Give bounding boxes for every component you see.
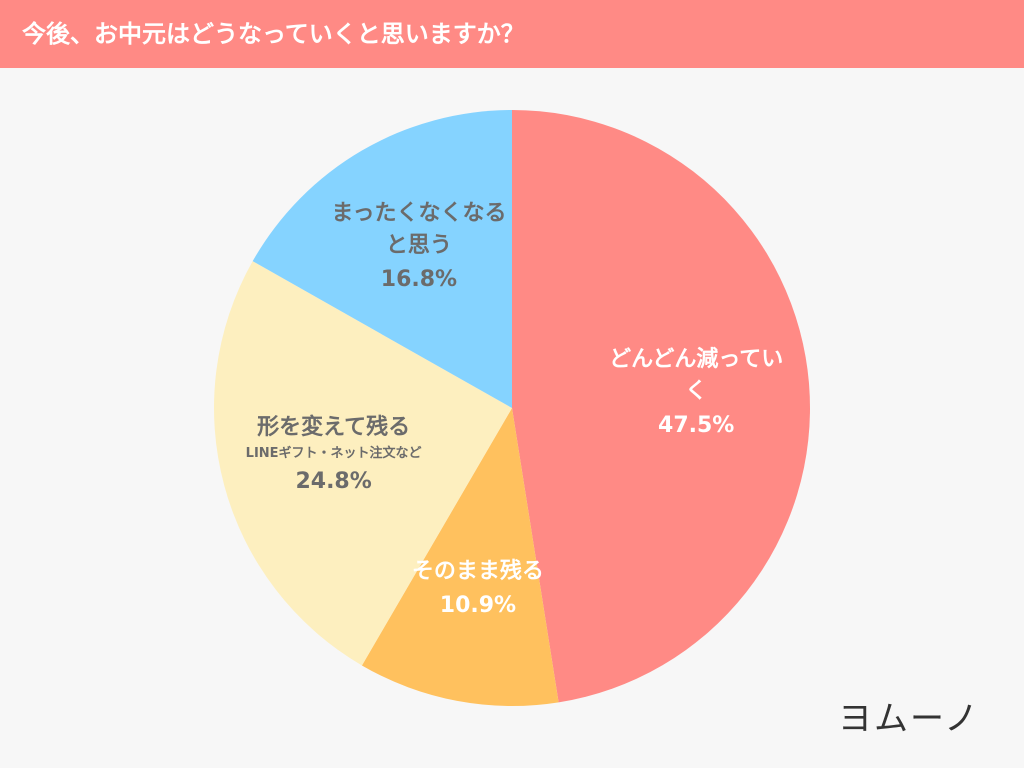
slice-label: まったくなくなると思う 16.8%: [324, 198, 514, 298]
category-label: 形を変えて残る: [257, 415, 411, 441]
value-label: 10.9%: [439, 592, 517, 618]
slice-label: 形を変えて残る LINEギフト・ネット注文など 24.8%: [239, 412, 429, 500]
category-note: LINEギフト・ネット注文など: [245, 446, 422, 462]
pie-slice: [512, 110, 810, 703]
category-label: まったくなくなると思う: [331, 201, 507, 259]
logo: ヨムーノ: [838, 699, 980, 739]
chart-title: 今後、お中元はどうなっていくと思いますか？: [0, 0, 1024, 68]
category-label: どんどん減っていく: [609, 346, 784, 404]
slice-label: どんどん減っていく 47.5%: [601, 344, 791, 444]
value-label: 47.5%: [658, 412, 735, 438]
category-label: そのまま残る: [411, 558, 544, 584]
value-label: 16.8%: [380, 267, 458, 293]
pie-slice: [361, 408, 559, 706]
value-label: 24.8%: [295, 469, 372, 495]
pie-slice: [252, 110, 512, 408]
pie-slice: [214, 261, 512, 666]
slice-label: そのまま残る 10.9%: [383, 556, 573, 624]
